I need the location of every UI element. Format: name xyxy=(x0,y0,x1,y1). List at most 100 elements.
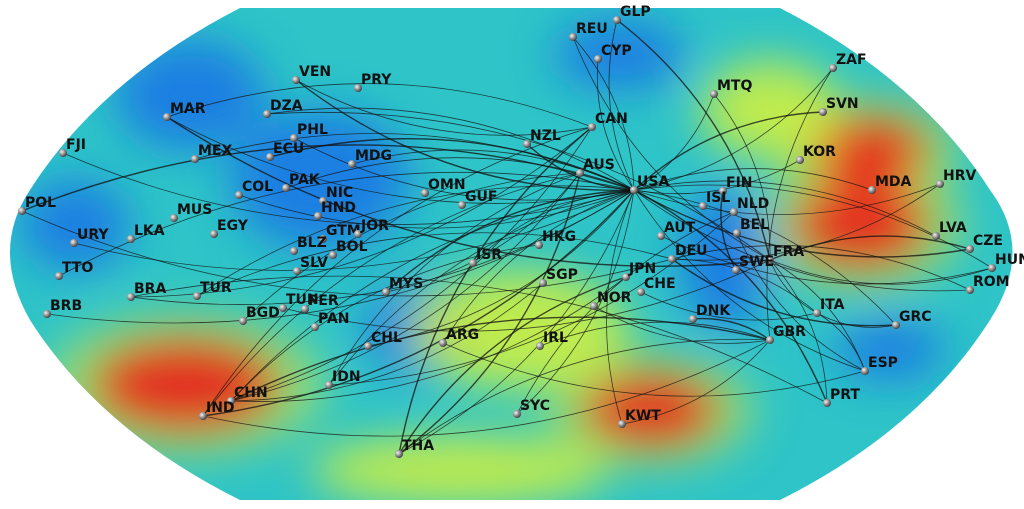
trade-link-deu-rom xyxy=(671,245,972,291)
sphere-icon xyxy=(127,293,135,301)
country-label: SYC xyxy=(520,398,550,414)
trade-link-usa-pol xyxy=(19,144,635,213)
sphere-icon xyxy=(613,16,621,24)
heat-region-low xyxy=(835,320,945,380)
country-node-tun: TUN xyxy=(279,292,319,312)
country-node-rom: ROM xyxy=(966,274,1010,294)
sphere-icon xyxy=(458,201,466,209)
country-node-blz: BLZ xyxy=(290,235,327,255)
country-label: AUT xyxy=(664,220,696,236)
trade-link-nor-gbr xyxy=(593,305,772,344)
country-label: LKA xyxy=(134,223,165,239)
country-node-dza: DZA xyxy=(263,98,303,118)
country-node-gbr: GBR xyxy=(766,324,806,344)
country-node-cyp: CYP xyxy=(594,43,632,63)
country-label: REU xyxy=(576,21,608,37)
sphere-icon xyxy=(796,156,804,164)
sphere-icon xyxy=(630,186,638,194)
country-node-lka: LKA xyxy=(127,223,165,243)
sphere-icon xyxy=(354,230,362,238)
country-node-arg: ARG xyxy=(439,327,479,347)
trade-link-usa-ind xyxy=(200,189,635,419)
country-label: NLD xyxy=(737,196,769,212)
country-node-mdg: MDG xyxy=(348,148,392,168)
sphere-icon xyxy=(421,189,429,197)
country-node-hrv: HRV xyxy=(936,168,976,188)
country-label: CHL xyxy=(371,330,402,346)
country-node-pry: PRY xyxy=(354,72,392,92)
country-node-dnk: DNK xyxy=(689,303,731,323)
country-node-ecu: ECU xyxy=(266,141,304,161)
trade-link-usa-mar xyxy=(165,116,635,204)
trade-link-deu-ita xyxy=(671,258,819,315)
sphere-icon xyxy=(966,245,974,253)
sphere-icon xyxy=(892,321,900,329)
country-node-nzl: NZL xyxy=(523,128,561,148)
trade-link-can-ven xyxy=(294,79,593,136)
trade-link-usa-esp xyxy=(633,189,867,372)
country-label: FRA xyxy=(773,244,804,260)
country-label: TUR xyxy=(200,280,232,296)
sphere-icon xyxy=(732,266,740,274)
sphere-icon xyxy=(766,256,774,264)
country-label: CHN xyxy=(234,385,268,401)
country-node-hnd: HND xyxy=(314,200,356,220)
country-label: URY xyxy=(77,227,109,243)
country-label: GRC xyxy=(899,309,932,325)
country-node-cze: CZE xyxy=(966,233,1003,253)
sphere-icon xyxy=(290,134,298,142)
trade-link-fra-glp xyxy=(614,18,771,261)
sphere-icon xyxy=(823,399,831,407)
country-label: ITA xyxy=(820,297,845,313)
country-label: NZL xyxy=(530,128,561,144)
country-node-fji: FJI xyxy=(59,137,86,157)
country-node-idn: IDN xyxy=(325,369,361,389)
sphere-icon xyxy=(576,169,584,177)
trade-link-deu-tur xyxy=(195,232,673,297)
country-label: JOR xyxy=(360,218,389,234)
trade-link-gbr-tha xyxy=(397,338,771,455)
sphere-icon xyxy=(293,267,301,275)
sphere-icon xyxy=(569,33,577,41)
country-label: ISL xyxy=(706,190,730,206)
country-node-pak: PAK xyxy=(282,172,321,192)
country-node-phl: PHL xyxy=(290,122,328,142)
sphere-icon xyxy=(988,264,996,272)
sphere-icon xyxy=(354,84,362,92)
trade-link-can-ind xyxy=(202,126,593,418)
country-label: KOR xyxy=(803,144,836,160)
trade-link-usa-pak xyxy=(284,157,635,191)
sphere-icon xyxy=(513,410,521,418)
sphere-icon xyxy=(319,197,327,205)
sphere-icon xyxy=(719,187,727,195)
sphere-icon xyxy=(710,90,718,98)
country-node-swe: SWE xyxy=(732,254,774,274)
country-label: MAR xyxy=(170,101,206,117)
country-label: COL xyxy=(242,179,273,195)
country-label: ESP xyxy=(868,355,898,371)
trade-link-aus-idn xyxy=(328,172,581,387)
country-label: NOR xyxy=(597,290,632,306)
sphere-icon xyxy=(329,251,337,259)
country-label: TUN xyxy=(286,292,319,308)
trade-link-fra-ita xyxy=(769,259,819,314)
sphere-icon xyxy=(469,259,477,267)
country-label: HUN xyxy=(995,252,1024,268)
country-label: NIC xyxy=(326,185,353,201)
trade-link-esp-arg xyxy=(441,342,866,397)
country-label: PAK xyxy=(289,172,321,188)
trade-link-swe-fin xyxy=(719,188,737,271)
country-label: EGY xyxy=(217,218,249,234)
sphere-icon xyxy=(766,336,774,344)
sphere-icon xyxy=(523,140,531,148)
country-node-brb: BRB xyxy=(43,298,82,318)
country-label: DNK xyxy=(696,303,731,319)
country-label: ECU xyxy=(273,141,304,157)
country-label: KWT xyxy=(625,408,661,424)
trade-link-gbr-irl xyxy=(538,321,771,347)
trade-link-sgp-chn xyxy=(229,282,544,403)
trade-link-usa-bra xyxy=(129,189,635,305)
country-label: MTQ xyxy=(717,78,752,94)
country-node-sgp: SGP xyxy=(539,267,578,287)
trade-link-usa-cyp xyxy=(596,57,635,191)
